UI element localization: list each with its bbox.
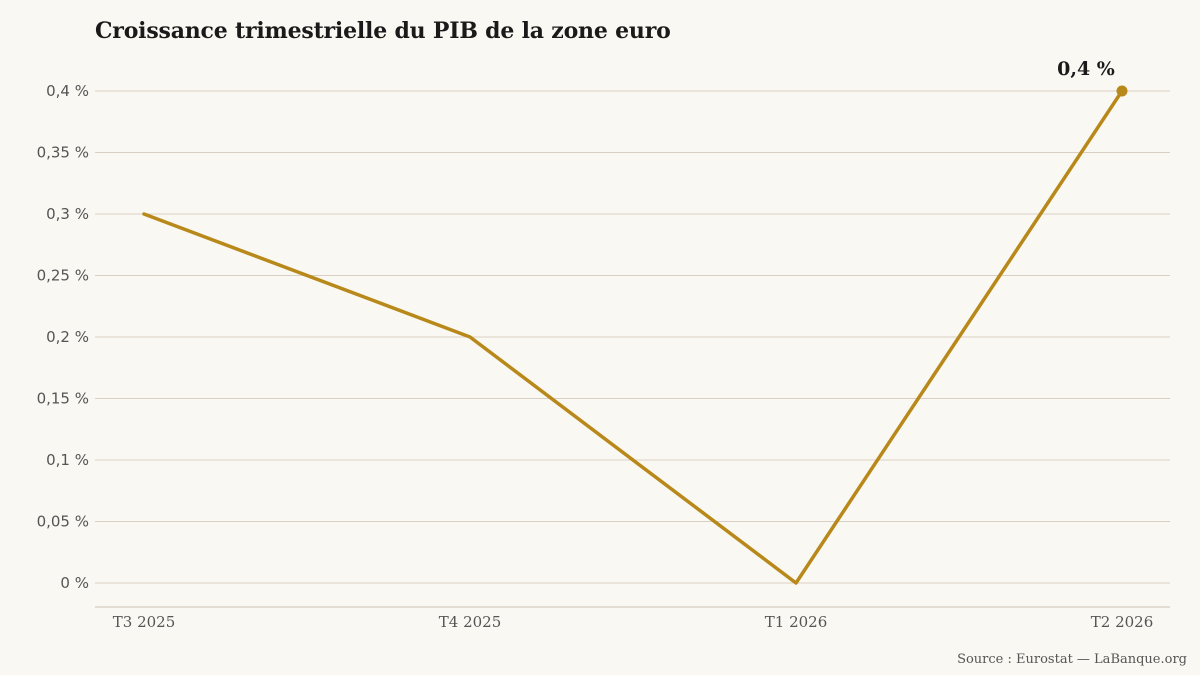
y-tick-label: 0,4 % (46, 82, 89, 100)
y-tick-label: 0,1 % (46, 451, 89, 469)
y-tick-label: 0,25 % (37, 267, 89, 285)
series-line (142, 89, 1124, 585)
gridlines (95, 90, 1170, 584)
series (142, 89, 1124, 585)
y-axis-tick-labels: 0 % 0,05 % 0,1 % 0,15 % 0,2 % 0,25 % 0,3 % 0,35… (37, 82, 89, 592)
data-point-marker (1116, 85, 1128, 97)
x-tick-label: T1 2026 (765, 613, 828, 631)
annotations: 0,4 % (1057, 58, 1128, 97)
x-tick-label: T2 2026 (1091, 613, 1154, 631)
x-axis-tick-labels: T3 2025 T4 2025 T1 2026 T2 2026 (113, 613, 1154, 631)
y-tick-label: 0,2 % (46, 328, 89, 346)
x-tick-label: T4 2025 (439, 613, 502, 631)
y-tick-label: 0,05 % (37, 513, 89, 531)
data-label: 0,4 % (1057, 58, 1115, 80)
y-tick-label: 0,35 % (37, 144, 89, 162)
x-tick-label: T3 2025 (113, 613, 176, 631)
chart-title: Croissance trimestrielle du PIB de la zo… (95, 18, 671, 44)
y-tick-label: 0,15 % (37, 390, 89, 408)
y-tick-label: 0 % (60, 574, 89, 592)
source-note: Source : Eurostat — LaBanque.org (957, 652, 1187, 667)
y-tick-label: 0,3 % (46, 205, 89, 223)
